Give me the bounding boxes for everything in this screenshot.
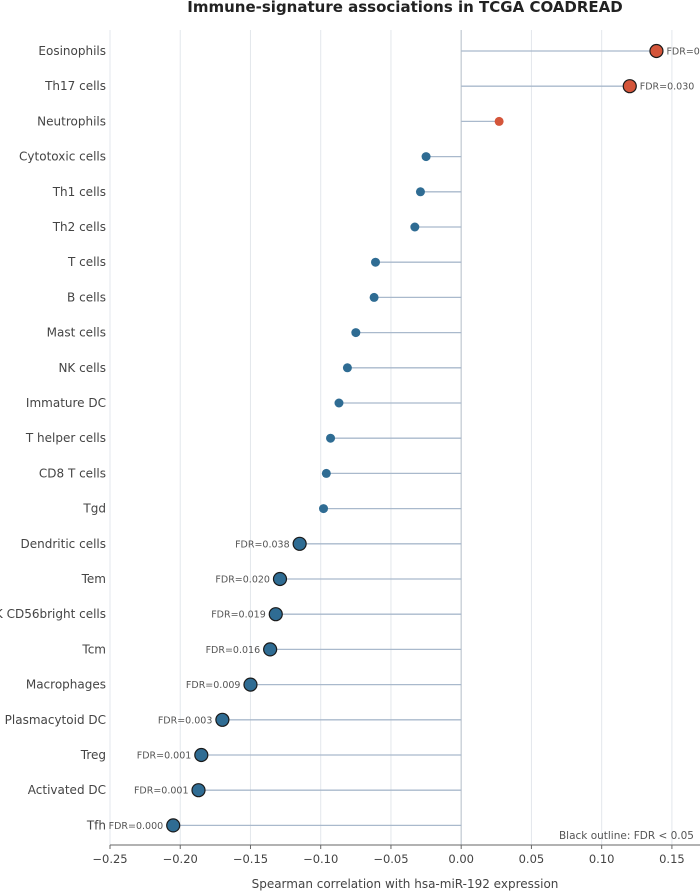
x-tick-label: −0.25 xyxy=(92,852,127,866)
category-label: Dendritic cells xyxy=(21,537,106,551)
stem-layer xyxy=(173,50,657,827)
lollipop-point xyxy=(268,607,283,622)
x-tick-label: −0.20 xyxy=(163,852,198,866)
category-label: Th17 cells xyxy=(44,79,106,93)
category-label: Treg xyxy=(80,748,106,762)
fdr-label: FDR=0.001 xyxy=(137,751,192,762)
x-tick-label: 0.00 xyxy=(448,852,474,866)
category-label: Cytotoxic cells xyxy=(19,150,106,164)
lollipop-point xyxy=(494,116,504,126)
category-label: T helper cells xyxy=(25,431,106,445)
lollipop-point xyxy=(243,677,258,692)
fdr-label: FDR=0.038 xyxy=(235,539,290,550)
x-axis-label: Spearman correlation with hsa-miR-192 ex… xyxy=(252,877,559,891)
lollipop-point xyxy=(410,222,420,232)
lollipop-point xyxy=(421,152,431,162)
x-axis: −0.25 −0.20 −0.15 −0.10 −0.05 0.00 0.05 0.10 0.1… xyxy=(92,844,700,866)
category-label: Th2 cells xyxy=(52,220,106,234)
fdr-label: FDR=0.000 xyxy=(109,821,164,832)
lollipop-point xyxy=(415,187,425,197)
category-label: NK CD56bright cells xyxy=(0,607,106,621)
lollipop-point xyxy=(622,79,637,94)
category-label: Eosinophils xyxy=(38,44,106,58)
fdr-label: FDR=0.030 xyxy=(640,82,695,93)
point-layer xyxy=(166,43,664,833)
category-label: B cells xyxy=(67,290,106,304)
fdr-label: FDR=0.016 xyxy=(666,47,700,58)
lollipop-point xyxy=(369,292,379,302)
lollipop-point xyxy=(321,468,331,478)
category-label: Activated DC xyxy=(28,783,106,797)
x-tick-label: −0.10 xyxy=(303,852,338,866)
x-tick-label: −0.15 xyxy=(233,852,268,866)
category-label: Plasmacytoid DC xyxy=(5,713,106,727)
lollipop-point xyxy=(351,328,361,338)
lollipop-point xyxy=(319,504,329,514)
lollipop-point xyxy=(292,536,307,551)
category-label: Immature DC xyxy=(26,396,106,410)
lollipop-point xyxy=(263,642,278,657)
lollipop-point xyxy=(191,783,206,798)
lollipop-point xyxy=(371,257,380,267)
fdr-label: FDR=0.019 xyxy=(211,610,266,621)
category-label: Tgd xyxy=(82,502,106,516)
lollipop-point xyxy=(215,712,230,727)
lollipop-point xyxy=(649,43,664,59)
fdr-label: FDR=0.016 xyxy=(206,645,261,656)
lollipop-point xyxy=(272,571,288,587)
label-layer: Eosinophils FDR=0.016 Th17 cells FDR=0.030 N… xyxy=(0,44,700,832)
chart-title: Immune-signature associations in TCGA CO… xyxy=(187,0,622,16)
lollipop-point xyxy=(166,818,181,833)
category-label: Tem xyxy=(81,572,106,586)
category-label: CD8 T cells xyxy=(39,466,106,480)
category-label: Neutrophils xyxy=(37,114,106,128)
fdr-label: FDR=0.003 xyxy=(158,715,213,726)
lollipop-point xyxy=(194,747,209,763)
x-tick-label: 0.10 xyxy=(589,852,615,866)
grid-layer xyxy=(109,30,673,845)
lollipop-point xyxy=(334,398,344,408)
fdr-label: FDR=0.001 xyxy=(134,786,189,797)
x-tick-label: 0.05 xyxy=(519,852,545,866)
fdr-label: FDR=0.009 xyxy=(186,680,241,691)
lollipop-point xyxy=(326,433,336,443)
category-label: Tfh xyxy=(86,818,106,832)
lollipop-point xyxy=(342,363,352,373)
category-label: Th1 cells xyxy=(52,185,106,199)
fdr-label: FDR=0.020 xyxy=(215,575,270,586)
category-label: Macrophages xyxy=(26,678,106,692)
category-label: Mast cells xyxy=(47,326,106,340)
category-label: NK cells xyxy=(58,361,106,375)
category-label: Tcm xyxy=(81,642,106,656)
category-label: T cells xyxy=(67,255,106,269)
x-tick-label: −0.05 xyxy=(373,852,408,866)
x-tick-label: 0.15 xyxy=(659,852,685,866)
significance-note: Black outline: FDR < 0.05 xyxy=(559,830,694,842)
